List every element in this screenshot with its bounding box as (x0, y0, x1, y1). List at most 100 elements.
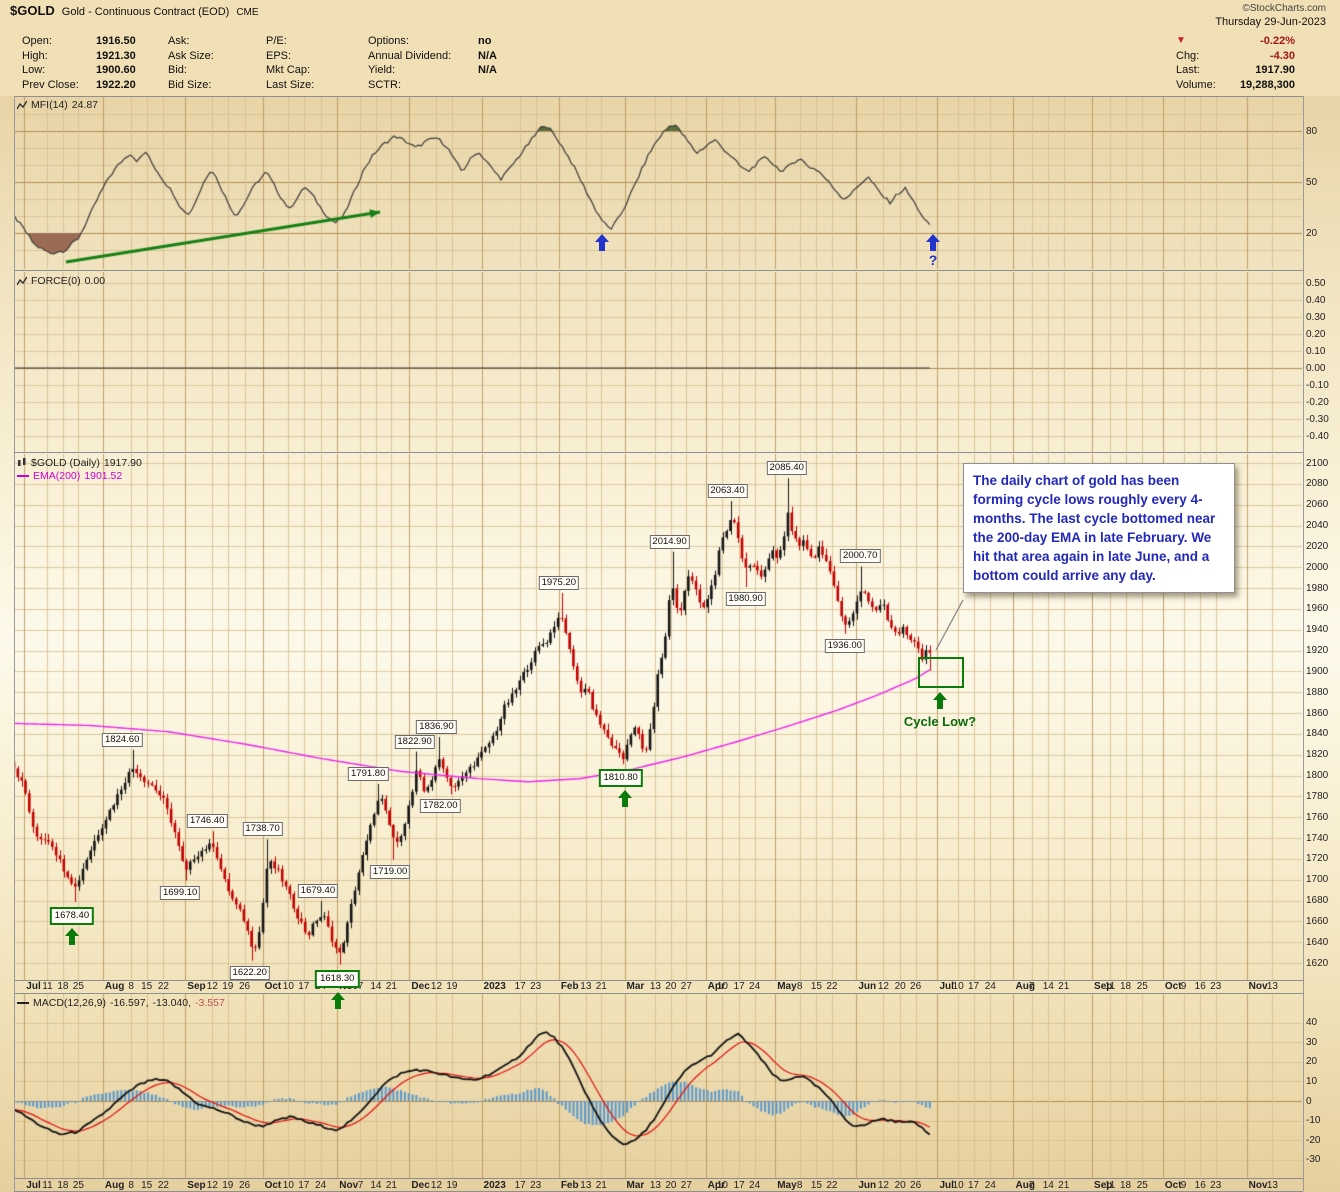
panel-separator (14, 1178, 1303, 1179)
x-axis-tick-label: 23 (530, 1180, 542, 1191)
x-axis-tick-label: 20 (894, 981, 906, 992)
panel-separator (14, 96, 1303, 97)
macd-line-icon (17, 1002, 29, 1004)
x-axis-tick-label: 10 (282, 1180, 294, 1191)
y-axis-tick-label: 2040 (1306, 520, 1329, 531)
x-axis-tick-label: 12 (206, 1180, 218, 1191)
quote-value: 1900.60 (96, 64, 136, 76)
x-axis-tick-label: 11 (42, 1180, 53, 1191)
panel-separator (14, 993, 1303, 994)
x-axis-tick-label: 18 (57, 981, 69, 992)
y-axis-tick-label: 1860 (1306, 707, 1329, 719)
x-axis-tick-label: 8 (796, 1180, 803, 1191)
quote-cell: Annual Dividend: N/A (368, 50, 497, 62)
y-axis-tick-label: -20 (1306, 1134, 1321, 1146)
x-axis-tick-label: 21 (1058, 981, 1070, 992)
price-label: 1719.00 (369, 864, 411, 879)
x-axis-tick-label: 8 (128, 981, 134, 992)
y-axis-tick-label: 0.50 (1306, 277, 1326, 289)
x-axis-tick-label: 17 (967, 1180, 980, 1191)
quote-label: P/E: (266, 35, 287, 47)
x-axis-tick-label: 24 (749, 981, 761, 992)
price-label: 2014.90 (649, 534, 690, 549)
quote-cell: EPS: (266, 50, 332, 62)
quote-value: N/A (478, 50, 497, 62)
quote-label: Last: (1176, 64, 1200, 76)
x-axis-tick-label: 12 (877, 1180, 889, 1191)
x-axis-tick-label: 8 (796, 981, 803, 992)
x-axis-tick-label: 19 (222, 981, 234, 992)
x-axis-tick-label: 15 (810, 981, 822, 992)
panel-separator (14, 980, 1303, 981)
x-axis-tick-label: Sep (1094, 981, 1113, 992)
x-axis-tick-label: 17 (514, 1180, 526, 1191)
macd-value-1: -16.597, (109, 997, 149, 1009)
x-axis-tick-label: Oct (264, 1180, 282, 1191)
x-axis-tick-label: 26 (910, 981, 922, 992)
x-axis-tick-label: Nov (1248, 981, 1268, 992)
y-axis-tick-label: 0.20 (1306, 328, 1326, 340)
x-axis-tick-label: 22 (157, 1180, 169, 1191)
y-axis-tick-label: 0.40 (1306, 294, 1326, 306)
x-axis-tick-label: 26 (238, 981, 251, 992)
quote-value: 19,288,300 (1239, 79, 1295, 91)
x-axis-tick-label: 15 (810, 1180, 822, 1191)
y-axis-tick-label: 0.10 (1306, 345, 1326, 357)
y-axis-tick-label: -0.30 (1306, 413, 1329, 425)
y-axis-tick-label: 2000 (1306, 561, 1329, 573)
x-axis-tick-label: 20 (665, 1180, 677, 1191)
chart-title: Gold - Continuous Contract (EOD) (61, 6, 230, 18)
x-axis-tick-label: 10 (716, 981, 728, 992)
force-value: 0.00 (84, 275, 106, 287)
x-axis-tick-label: 19 (446, 981, 458, 992)
mfi-label: MFI(14) (31, 99, 68, 111)
quote-label: SCTR: (368, 79, 401, 91)
quote-value: N/A (478, 64, 497, 76)
ema-label-row: EMA(200) 1901.52 (17, 470, 122, 482)
quote-change-row: Chg: -4.30 (1176, 50, 1295, 62)
x-axis-tick-label: 20 (894, 1180, 906, 1191)
x-axis-tick-label: 21 (385, 981, 397, 992)
x-axis-tick-label: Apr (707, 981, 725, 992)
quote-value: 1916.50 (96, 35, 136, 47)
x-axis-tick-label: Aug (1015, 981, 1035, 992)
green-up-arrow-icon (618, 790, 632, 807)
price-label: 1975.20 (538, 576, 579, 590)
x-axis-tick-label: 23 (1210, 1180, 1222, 1191)
quote-label: Last Size: (266, 79, 315, 91)
x-axis-tick-label: Dec (411, 1180, 430, 1191)
macd-value-2: -13.040, (152, 997, 192, 1009)
y-axis-tick-label: 10 (1306, 1075, 1318, 1087)
quote-cell: Prev Close: 1922.20 (22, 79, 136, 91)
quote-label: Bid: (168, 64, 187, 76)
x-axis-tick-label: 20 (665, 981, 677, 992)
quote-label: Open: (22, 35, 52, 47)
x-axis-tick-label: 7 (1028, 1180, 1035, 1191)
price-label: 1791.80 (348, 767, 389, 782)
x-axis-tick-label: Oct (264, 981, 282, 992)
force-label: FORCE(0) (31, 275, 81, 287)
x-axis-tick-label: 21 (1058, 1180, 1070, 1191)
x-axis-tick-label: Mar (626, 981, 645, 992)
x-axis-tick-label: 12 (430, 1180, 443, 1191)
y-axis-tick-label: 1820 (1306, 749, 1329, 761)
chart-header: $GOLD Gold - Continuous Contract (EOD) C… (10, 3, 259, 18)
y-axis-tick-label: 1900 (1306, 665, 1329, 677)
macd-label-row: MACD(12,26,9) -16.597, -13.040, -3.557 (17, 997, 225, 1009)
price-label: 1746.40 (187, 814, 228, 829)
y-axis-tick-label: 1740 (1306, 832, 1329, 844)
x-axis-tick-label: 22 (826, 1180, 838, 1191)
quote-label: Ask: (168, 35, 190, 47)
price-label: 1699.10 (159, 885, 201, 900)
x-axis-tick-label: Oct (1164, 981, 1182, 992)
price-label-green-boxed: 1618.30 (315, 969, 360, 988)
quote-cell: P/E: (266, 35, 332, 47)
price-label: 1738.70 (242, 822, 283, 837)
down-triangle-icon: ▼ (1176, 35, 1186, 46)
y-axis-tick-label: 0.30 (1306, 311, 1326, 323)
x-axis-tick-label: 16 (1194, 1180, 1206, 1191)
quote-label: Options: (368, 35, 409, 47)
y-axis-tick-label: 1640 (1306, 936, 1329, 948)
y-axis-tick-label: -30 (1306, 1154, 1321, 1166)
x-axis-tick-label: 17 (967, 981, 980, 992)
